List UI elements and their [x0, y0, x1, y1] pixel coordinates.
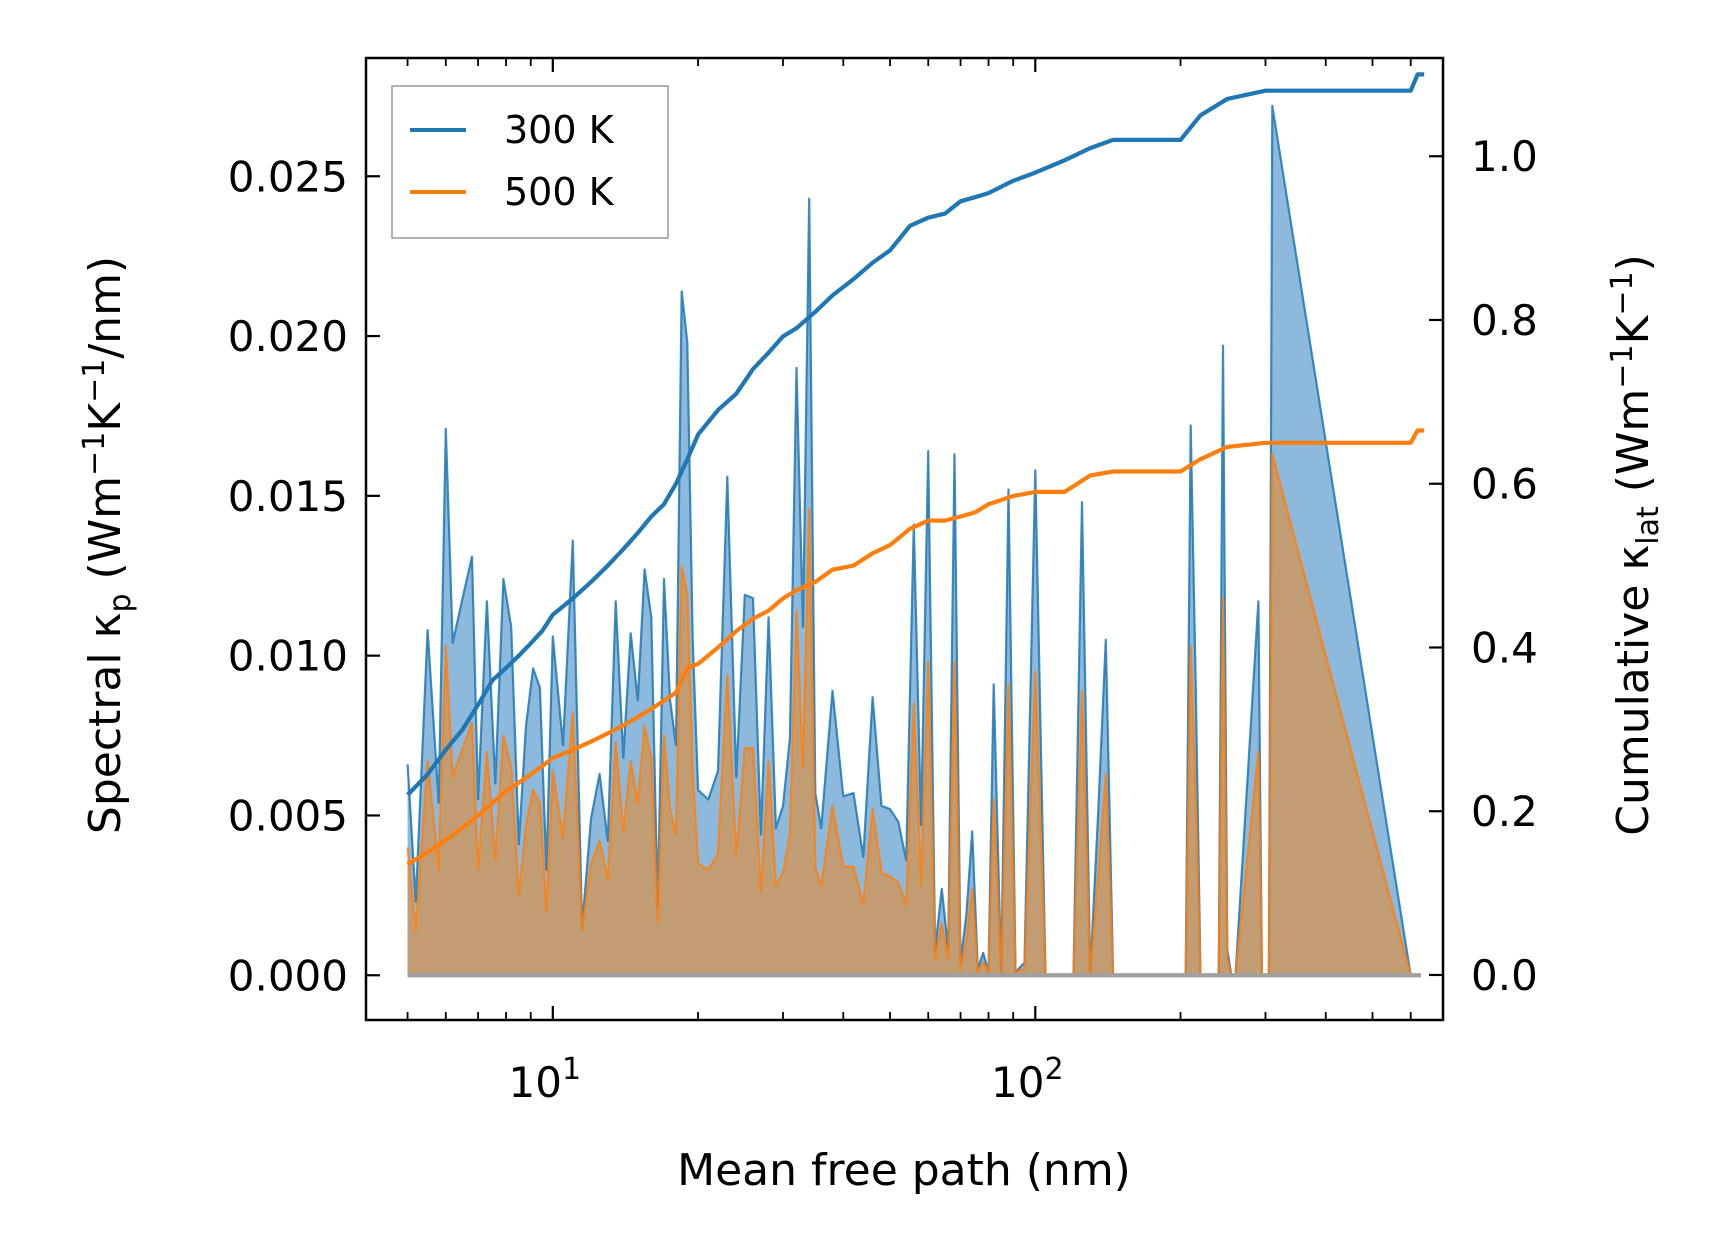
left-y-label-unit-b: K: [80, 402, 131, 432]
spectral-line-500k: [406, 453, 1415, 977]
right-y-tick-label: 1.0: [1471, 132, 1538, 181]
left-y-label-sup1: −1: [77, 432, 112, 476]
left-y-label-unit-a: (Wm: [80, 476, 131, 594]
x-axis-label: Mean free path (nm): [677, 1145, 1131, 1196]
x-tick-label: 101: [509, 1052, 582, 1107]
left-y-tick-label: 0.000: [228, 951, 348, 1000]
right-y-tick-label: 0.2: [1471, 787, 1538, 836]
left-y-axis-label: Spectral κp (Wm−1K−1/nm): [77, 256, 138, 834]
right-y-label-unit-b: K: [1608, 314, 1659, 344]
x-tick-label: 102: [991, 1052, 1064, 1107]
right-y-axis-label: Cumulative κlat (Wm−1K−1): [1605, 254, 1666, 836]
left-y-tick-label: 0.005: [228, 791, 348, 840]
x-tick-exponent: 2: [1044, 1052, 1063, 1087]
left-y-tick-label: 0.010: [228, 632, 348, 681]
cumulative-line-500k: [406, 428, 1425, 867]
spectral-fill-500k: [407, 454, 1415, 976]
tick-label-group: 101 1020.0000.0050.0100.0150.0200.0250.00…: [228, 132, 1538, 1107]
left-y-label-unit-c: /nm): [80, 256, 131, 359]
legend: 300 K 500 K: [391, 85, 669, 239]
tick-group: [366, 58, 1443, 1020]
right-y-label-sup1: −1: [1605, 344, 1640, 388]
right-y-tick-label: 0.0: [1471, 951, 1538, 1000]
spectral-line-300k: [406, 104, 1415, 977]
right-y-label-unit-c: ): [1608, 254, 1659, 271]
cumulative-line-300k: [406, 72, 1425, 797]
right-y-label-sub: lat: [1631, 506, 1666, 545]
plot-frame: [364, 56, 1445, 1022]
left-y-label-pre: Spectral κ: [80, 613, 131, 835]
right-y-label-pre: Cumulative κ: [1608, 545, 1659, 836]
x-tick-base: 10: [509, 1058, 562, 1107]
right-y-tick-label: 0.6: [1471, 460, 1538, 509]
x-tick-base: 10: [991, 1058, 1044, 1107]
right-y-tick-label: 0.8: [1471, 296, 1538, 345]
right-y-tick-label: 0.4: [1471, 623, 1538, 672]
cumulative-line-group: [406, 72, 1425, 867]
left-y-tick-label: 0.020: [228, 312, 348, 361]
legend-box: [391, 85, 669, 239]
left-y-tick-label: 0.015: [228, 472, 348, 521]
spectral-line-group: [406, 104, 1421, 978]
x-tick-exponent: 1: [562, 1052, 581, 1087]
left-y-tick-label: 0.025: [228, 152, 348, 201]
legend-label-500k: 500 K: [504, 170, 615, 214]
left-y-label-sup2: −1: [77, 359, 112, 403]
right-y-label-sup2: −1: [1605, 271, 1640, 315]
left-y-label-sub: p: [103, 593, 138, 612]
legend-label-300k: 300 K: [504, 108, 615, 152]
right-y-label-unit-a: (Wm: [1608, 389, 1659, 507]
